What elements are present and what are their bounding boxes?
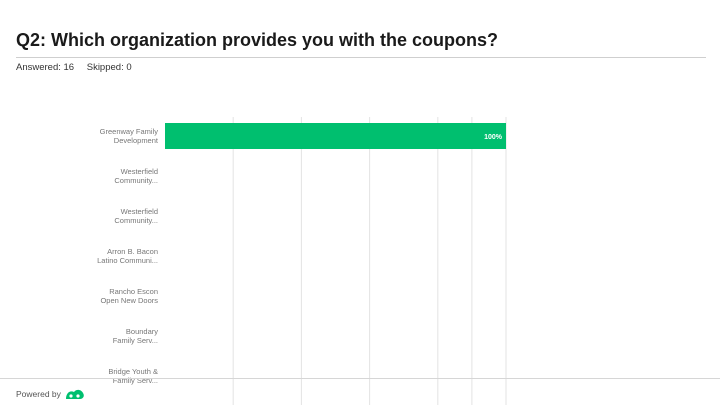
category-label: Westerfield <box>121 207 158 216</box>
category-label: Open New Doors <box>100 296 158 305</box>
category-label: Westerfield <box>121 167 158 176</box>
title-divider <box>16 57 706 58</box>
category-label: Family Serv... <box>113 376 158 385</box>
category-label: Development <box>114 136 159 145</box>
category-label: Greenway Family <box>100 127 159 136</box>
footer-divider <box>0 378 720 379</box>
response-stats: Answered: 16 Skipped: 0 <box>16 62 132 73</box>
powered-by-label: Powered by <box>16 389 61 399</box>
category-label: Arron B. Bacon <box>107 247 158 256</box>
category-label: Rancho Escon <box>109 287 158 296</box>
footer: Powered by <box>16 388 85 400</box>
category-label: Community... <box>114 216 158 225</box>
category-label: Boundary <box>126 327 158 336</box>
answered-count: Answered: 16 <box>16 62 75 73</box>
category-label: Bridge Youth & <box>108 367 158 376</box>
bar <box>165 123 506 149</box>
category-label: Community... <box>114 176 158 185</box>
brand-logo-icon <box>65 389 84 399</box>
category-label: Family Serv... <box>113 336 158 345</box>
question-title: Q2: Which organization provides you with… <box>16 30 499 50</box>
skipped-count: Skipped: 0 <box>86 62 132 73</box>
data-label: 100% <box>484 134 503 141</box>
category-label: Latino Communi... <box>97 256 158 265</box>
